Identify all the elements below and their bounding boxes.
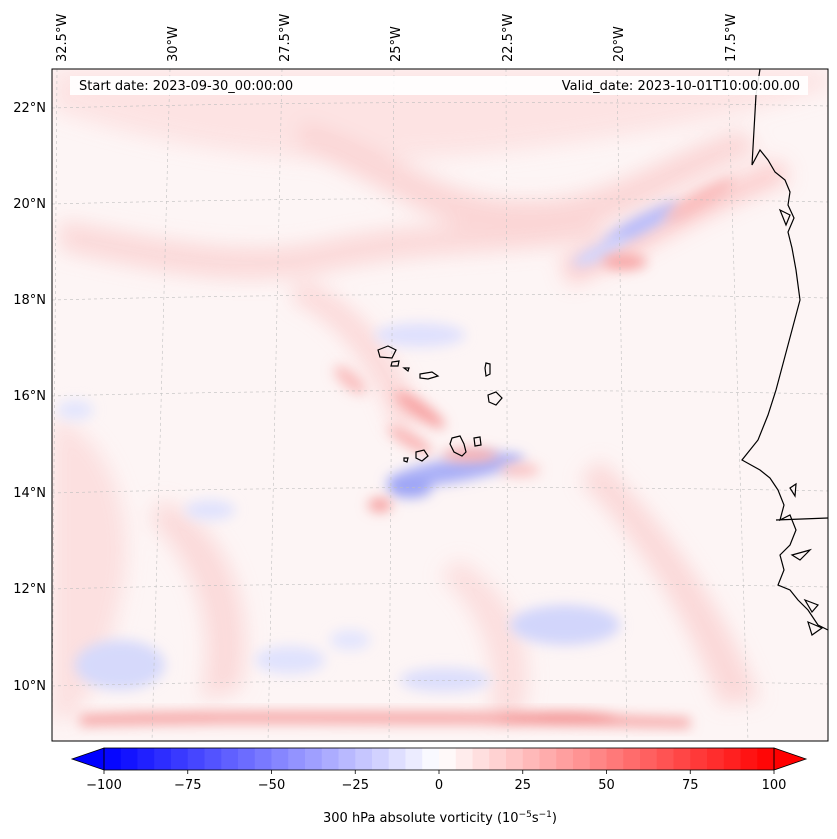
graticule	[52, 69, 828, 741]
colorbar-cell	[573, 748, 591, 770]
colorbar-cell	[606, 748, 624, 770]
colorbar-cell	[455, 748, 473, 770]
colorbar-tick-label: 25	[514, 778, 531, 793]
colorbar-cell	[522, 748, 540, 770]
colorbar-cell	[254, 748, 272, 770]
colorbar-tick-label: −75	[174, 778, 201, 793]
lat-label: 16°N	[13, 389, 46, 404]
colorbar-cell	[422, 748, 440, 770]
colorbar-cell	[723, 748, 741, 770]
colorbar: −100 −75 −50 −25 0 25 50 75 100 300 hPa absolute…	[70, 747, 808, 826]
colorbar-cell	[740, 748, 758, 770]
colorbar-cell	[154, 748, 172, 770]
colorbar-cell	[137, 748, 155, 770]
colorbar-cell	[305, 748, 323, 770]
colorbar-cell	[439, 748, 457, 770]
colorbar-cell	[757, 748, 775, 770]
latitude-labels: 22°N 20°N 18°N 16°N 14°N 12°N 10°N	[13, 101, 46, 694]
colorbar-cell	[204, 748, 222, 770]
island-boa-vista	[487, 391, 503, 406]
colorbar-cell	[623, 748, 641, 770]
colorbar-cell	[405, 748, 423, 770]
start-date-label: Start date: 2023-09-30_00:00:00	[79, 79, 293, 94]
colorbar-label: 300 hPa absolute vorticity (10−5s−1)	[323, 810, 557, 826]
lat-label: 18°N	[13, 293, 46, 308]
colorbar-tick-label: 75	[682, 778, 699, 793]
colorbar-ticks: −100 −75 −50 −25 0 25 50 75 100	[86, 770, 786, 793]
lon-label: 27.5°W	[278, 14, 293, 62]
valid-date-label: Valid_date: 2023-10-01T10:00:00.00	[562, 79, 800, 94]
colorbar-cell	[271, 748, 289, 770]
colorbar-cell	[171, 748, 189, 770]
colorbar-cell	[355, 748, 373, 770]
island-fogo	[415, 449, 429, 462]
coastlines	[377, 69, 828, 636]
lat-label: 12°N	[13, 582, 46, 597]
colorbar-cell	[589, 748, 607, 770]
island-sao-nicolau	[419, 371, 440, 380]
map-panel: Start date: 2023-09-30_00:00:00 Valid_da…	[13, 14, 829, 742]
colorbar-extend-low	[70, 747, 105, 771]
longitude-labels: 32.5°W 30°W 27.5°W 25°W 22.5°W 20°W 17.5…	[55, 14, 739, 62]
colorbar-cell	[338, 748, 356, 770]
lat-label: 20°N	[13, 197, 46, 212]
colorbar-cell	[472, 748, 490, 770]
colorbar-cell	[238, 748, 256, 770]
colorbar-cell	[539, 748, 557, 770]
colorbar-cell	[321, 748, 339, 770]
africa-coastline	[741, 69, 828, 631]
colorbar-tick-label: −100	[86, 778, 122, 793]
colorbar-tick-label: 0	[435, 778, 443, 793]
vorticity-field	[52, 69, 828, 728]
colorbar-tick-label: −25	[342, 778, 369, 793]
colorbar-cell	[673, 748, 691, 770]
lon-label: 22.5°W	[501, 14, 516, 62]
colorbar-cell	[656, 748, 674, 770]
colorbar-cell	[187, 748, 205, 770]
colorbar-cell	[221, 748, 239, 770]
colorbar-cell	[506, 748, 524, 770]
island-brava	[403, 457, 409, 463]
colorbar-cell	[556, 748, 574, 770]
lon-label: 30°W	[166, 26, 181, 62]
colorbar-tick-label: 50	[598, 778, 615, 793]
colorbar-cell	[640, 748, 658, 770]
map-frame	[51, 68, 829, 742]
colorbar-cells	[104, 748, 775, 770]
island-santo-antao	[377, 345, 397, 359]
lon-label: 17.5°W	[724, 14, 739, 62]
colorbar-cell	[372, 748, 390, 770]
colorbar-cell	[707, 748, 725, 770]
colorbar-cell	[104, 748, 122, 770]
island-maio	[473, 436, 482, 447]
colorbar-cell	[489, 748, 507, 770]
lat-label: 22°N	[13, 101, 46, 116]
island-sao-vicente	[390, 360, 400, 367]
colorbar-cell	[690, 748, 708, 770]
colorbar-extend-high	[773, 747, 808, 771]
colorbar-tick-label: 100	[762, 778, 787, 793]
colorbar-cell	[120, 748, 138, 770]
lon-label: 25°W	[389, 26, 404, 62]
lat-label: 10°N	[13, 679, 46, 694]
colorbar-cell	[288, 748, 306, 770]
lon-label: 20°W	[612, 26, 627, 62]
colorbar-cell	[388, 748, 406, 770]
lat-label: 14°N	[13, 486, 46, 501]
island-sal	[484, 362, 491, 377]
island-santiago	[449, 435, 467, 457]
lon-label: 32.5°W	[55, 14, 70, 62]
colorbar-tick-label: −50	[258, 778, 285, 793]
